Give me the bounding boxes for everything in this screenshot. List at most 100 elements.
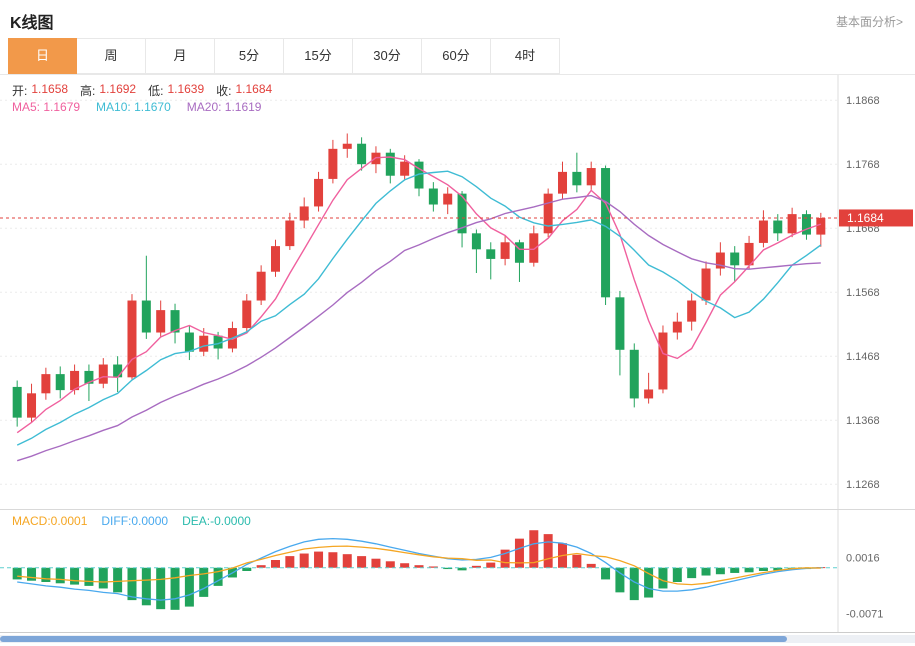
macd-histogram-bar: [256, 565, 266, 568]
candle-body: [242, 300, 252, 329]
ma10-line: [16, 170, 822, 446]
macd-histogram-bar: [500, 549, 510, 568]
candle-body: [270, 246, 280, 272]
macd-histogram-bar: [199, 567, 209, 597]
macd-histogram-bar: [601, 567, 611, 580]
macd-histogram-bar: [55, 567, 65, 584]
candle-body: [543, 193, 553, 234]
candle-body: [141, 300, 151, 333]
tab-5min[interactable]: 5分: [215, 38, 284, 74]
y-axis-label: 1.1468: [846, 351, 880, 363]
candle-body: [701, 268, 711, 301]
macd-histogram-bar: [773, 567, 783, 571]
macd-chart-canvas[interactable]: 0.0016 -0.0071: [0, 510, 915, 632]
macd-histogram-bar: [758, 567, 768, 571]
period-tab-bar: 日 周 月 5分 15分 30分 60分 4时: [0, 38, 915, 75]
candle-body: [787, 214, 797, 234]
fundamental-analysis-link[interactable]: 基本面分析>: [835, 14, 903, 29]
candle-body: [758, 220, 768, 243]
candle-body: [715, 252, 725, 269]
y-axis-label: 1.1268: [846, 479, 880, 491]
macd-histogram-bar: [242, 567, 252, 571]
main-chart-canvas[interactable]: 1.18681.17681.16681.15681.14681.13681.12…: [0, 75, 915, 509]
candle-body: [514, 242, 524, 263]
macd-histogram-bar: [328, 552, 338, 568]
tab-daily[interactable]: 日: [8, 38, 77, 74]
macd-histogram-bar: [12, 567, 22, 580]
candle-body: [12, 386, 22, 418]
macd-histogram-bar: [514, 538, 524, 568]
macd-histogram-bar: [357, 556, 367, 568]
tab-15min[interactable]: 15分: [284, 38, 353, 74]
candle-body: [357, 143, 367, 165]
macd-histogram-bar: [113, 567, 123, 593]
candle-body: [744, 242, 754, 266]
candle-body: [170, 310, 180, 333]
macd-panel: 0.0016 -0.0071 MACD:0.0001 DIFF:0.0000 DE…: [0, 509, 915, 633]
macd-axis-label: 0.0016: [846, 552, 880, 564]
macd-histogram-bar: [156, 567, 166, 610]
macd-histogram-bar: [428, 566, 438, 568]
macd-histogram-bar: [715, 567, 725, 575]
candle-body: [658, 332, 668, 390]
macd-histogram-bar: [342, 554, 352, 568]
candle-body: [586, 168, 596, 186]
candle-body: [644, 389, 654, 399]
candle-body: [672, 321, 682, 333]
candle-body: [529, 233, 539, 263]
macd-histogram-bar: [687, 567, 697, 579]
macd-histogram-bar: [644, 567, 654, 598]
candle-body: [801, 214, 811, 235]
candle-body: [285, 220, 295, 247]
candle-body: [314, 178, 324, 207]
candle-body: [385, 152, 395, 176]
macd-histogram-bar: [127, 567, 137, 601]
macd-histogram-bar: [285, 556, 295, 568]
dea-line: [17, 545, 821, 586]
macd-histogram-bar: [270, 560, 280, 568]
diff-line: [17, 537, 821, 601]
candle-body: [27, 393, 37, 418]
tab-30min[interactable]: 30分: [353, 38, 422, 74]
macd-histogram-bar: [486, 562, 496, 568]
macd-histogram-bar: [529, 530, 539, 568]
candle-body: [342, 143, 352, 149]
candle-body: [184, 332, 194, 352]
macd-histogram-bar: [543, 534, 553, 568]
candle-body: [127, 300, 137, 378]
candle-body: [443, 193, 453, 205]
candle-body: [730, 252, 740, 266]
macd-histogram-bar: [414, 565, 424, 568]
current-price-marker: [839, 209, 913, 227]
tab-4hour[interactable]: 4时: [491, 38, 560, 74]
scrollbar-thumb[interactable]: [0, 636, 787, 642]
page-header: K线图 基本面分析>: [0, 0, 915, 38]
candle-body: [113, 364, 123, 378]
macd-histogram-bar: [457, 567, 467, 571]
candle-body: [199, 335, 209, 352]
macd-histogram-bar: [586, 563, 596, 568]
macd-histogram-bar: [629, 567, 639, 601]
candle-body: [471, 233, 481, 250]
macd-histogram-bar: [299, 553, 309, 568]
candle-body: [299, 206, 309, 221]
macd-histogram-bar: [658, 567, 668, 589]
candle-body: [816, 217, 826, 235]
candle-body: [687, 300, 697, 322]
candle-body: [615, 297, 625, 350]
y-axis-label: 1.1568: [846, 287, 880, 299]
tab-weekly[interactable]: 周: [77, 38, 146, 74]
horizontal-scrollbar[interactable]: [0, 635, 915, 643]
macd-histogram-bar: [70, 567, 80, 585]
tab-60min[interactable]: 60分: [422, 38, 491, 74]
main-chart-panel: 1.1868 1.1768 1.1668 1.1568 1.1468 1.1368 1.12…: [0, 75, 915, 509]
macd-histogram-bar: [443, 567, 453, 570]
current-price-value: 1.1684: [847, 211, 884, 225]
candle-body: [256, 271, 266, 301]
macd-histogram-bar: [314, 551, 324, 568]
macd-histogram-bar: [371, 558, 381, 568]
ma20-line: [16, 194, 821, 462]
macd-histogram-bar: [730, 567, 740, 573]
tab-monthly[interactable]: 月: [146, 38, 215, 74]
macd-histogram-bar: [98, 567, 108, 589]
